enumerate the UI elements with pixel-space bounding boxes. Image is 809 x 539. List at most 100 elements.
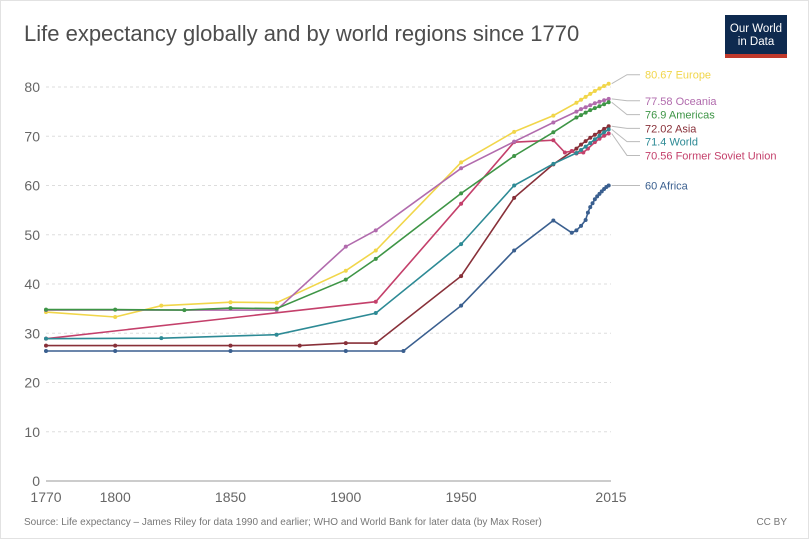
series-line [45, 132, 610, 340]
data-point [579, 148, 584, 153]
data-point [574, 115, 579, 120]
data-point [228, 348, 233, 353]
label-leader-line [611, 128, 640, 143]
data-point [592, 88, 597, 93]
data-point [574, 100, 579, 105]
label-leader-line [611, 74, 640, 85]
data-point [113, 314, 118, 319]
data-point [588, 108, 593, 113]
data-point [44, 336, 48, 341]
data-point [343, 268, 348, 273]
data-point [592, 137, 597, 142]
series-line [46, 184, 610, 352]
data-point [159, 303, 164, 308]
series-end-label: 80.67 Europe [645, 70, 711, 82]
data-point [182, 308, 187, 313]
data-point [459, 201, 464, 206]
data-point [592, 101, 597, 106]
series-end-label: 71.4 World [645, 137, 698, 149]
data-point [597, 86, 602, 91]
data-point [602, 98, 607, 103]
series-end-label: 60 Africa [645, 181, 689, 193]
label-leader-line [611, 98, 640, 102]
data-point [597, 136, 602, 141]
data-point [459, 166, 464, 171]
y-tick-label: 30 [24, 325, 40, 341]
data-point [592, 132, 597, 137]
x-tick-label: 2015 [595, 489, 626, 505]
data-point [44, 343, 48, 348]
data-point [459, 274, 464, 279]
data-point [113, 307, 118, 312]
data-point [343, 348, 348, 353]
data-point [579, 142, 584, 147]
data-point [583, 139, 588, 144]
data-point [574, 150, 579, 155]
logo-line-2: in Data [737, 36, 775, 48]
data-point [551, 130, 556, 135]
data-point [373, 311, 378, 316]
data-point [606, 100, 611, 105]
data-point [228, 300, 233, 305]
data-point [274, 332, 279, 337]
data-point [343, 277, 348, 282]
data-point [592, 197, 597, 202]
data-point [606, 124, 611, 129]
data-point [574, 109, 579, 114]
x-tick-label: 1770 [30, 489, 61, 505]
y-tick-label: 80 [24, 79, 40, 95]
data-point [574, 228, 579, 233]
data-point [562, 150, 567, 155]
series-end-label: 70.56 Former Soviet Union [645, 150, 776, 162]
data-point [113, 348, 118, 353]
data-point [459, 242, 464, 247]
data-point [44, 307, 48, 312]
license-label[interactable]: CC BY [756, 517, 787, 528]
y-tick-label: 20 [24, 375, 40, 391]
series-end-label: 77.58 Oceania [645, 96, 717, 108]
data-point [579, 113, 584, 118]
data-point [44, 348, 48, 353]
data-point [551, 161, 556, 166]
data-point [583, 105, 588, 110]
series-line [45, 82, 610, 318]
data-point [113, 343, 118, 348]
data-point [579, 107, 584, 112]
data-point [373, 299, 378, 304]
data-point [588, 103, 593, 108]
data-point [274, 306, 279, 311]
chart-title: Life expectancy globally and by world re… [24, 21, 580, 46]
data-point [597, 99, 602, 104]
data-point [512, 139, 517, 144]
data-point [373, 248, 378, 253]
x-tick-label: 1900 [330, 489, 361, 505]
data-point [606, 127, 611, 132]
data-point [373, 256, 378, 261]
x-tick-label: 1850 [215, 489, 246, 505]
data-point [459, 191, 464, 196]
data-point [401, 348, 406, 353]
data-point [512, 183, 517, 188]
data-point [588, 205, 593, 210]
logo-bar [725, 54, 787, 58]
data-point [551, 218, 556, 223]
data-point [602, 133, 607, 138]
data-point [606, 81, 611, 86]
data-point [274, 300, 279, 305]
label-leader-line [611, 101, 640, 116]
label-leader-line [611, 133, 640, 156]
owid-logo[interactable]: Our World in Data [725, 15, 787, 58]
y-tick-label: 0 [32, 473, 40, 489]
data-point [459, 160, 464, 165]
data-point [228, 343, 233, 348]
data-point [373, 341, 378, 346]
data-point [597, 129, 602, 134]
data-point [590, 201, 595, 206]
data-point [569, 149, 574, 154]
data-point [588, 91, 593, 96]
data-point [579, 97, 584, 102]
data-point [583, 217, 588, 222]
data-point [297, 343, 302, 348]
data-point [602, 126, 607, 131]
y-tick-label: 70 [24, 128, 40, 144]
